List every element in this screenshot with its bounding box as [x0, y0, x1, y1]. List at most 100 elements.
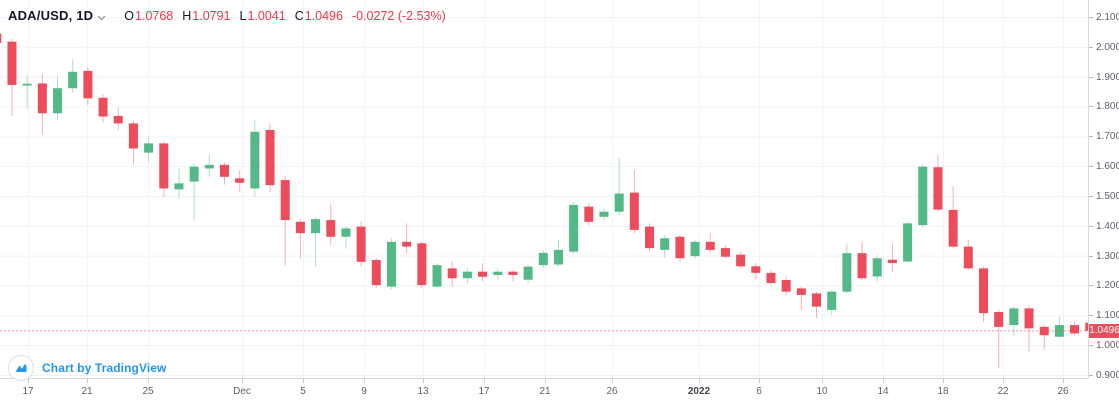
time-tick-mark: [303, 379, 304, 383]
candles-layer: [0, 33, 1088, 369]
candle: [311, 219, 321, 234]
price-tick-mark: [1089, 315, 1093, 317]
candle: [128, 123, 138, 149]
candle: [447, 268, 457, 279]
price-tick-label: 1.6000: [1089, 161, 1119, 172]
candle: [113, 115, 123, 124]
price-tick-mark: [1089, 166, 1093, 168]
candle: [295, 221, 305, 234]
ohlc-pair: H1.0791: [182, 8, 231, 23]
candle: [994, 311, 1004, 327]
price-tick-label: 1.7000: [1089, 131, 1119, 142]
time-tick-mark: [759, 379, 760, 383]
candle: [280, 180, 290, 221]
candle: [0, 33, 2, 43]
candle: [963, 246, 973, 269]
price-tick-mark: [1089, 225, 1093, 227]
price-tick-label: 2.1000: [1089, 12, 1119, 23]
candle: [341, 228, 351, 237]
candle: [1024, 308, 1034, 329]
candle: [842, 253, 852, 292]
candle: [462, 271, 472, 279]
symbol-title-label: ADA/USD, 1D: [8, 8, 94, 23]
candle: [478, 271, 488, 277]
price-tick-mark: [1089, 285, 1093, 287]
price-tick-label: 1.8000: [1089, 101, 1119, 112]
ohlc-pair: C1.0496: [294, 8, 343, 23]
chart-legend: ADA/USD, 1D O1.0768 H1.0791 L1.0041 C1.0496…: [8, 7, 446, 24]
candle: [948, 209, 958, 247]
candle: [781, 280, 791, 292]
price-tick-mark: [1089, 255, 1093, 257]
candle: [918, 166, 928, 226]
candle: [523, 266, 533, 280]
time-tick-mark: [87, 379, 88, 383]
attribution-link[interactable]: Chart by TradingView: [8, 355, 166, 381]
candle: [796, 288, 806, 295]
time-tick-mark: [699, 379, 700, 383]
time-tick-label: 17: [22, 386, 34, 397]
price-tick-mark: [1089, 46, 1093, 48]
candle: [751, 266, 761, 273]
price-tick-label: 1.5000: [1089, 191, 1119, 202]
symbol-title[interactable]: ADA/USD, 1D: [8, 7, 106, 24]
candle: [37, 83, 47, 114]
price-tick-label: 1.2000: [1089, 280, 1119, 291]
price-tick-label: 1.1000: [1089, 310, 1119, 321]
change-value: -0.0272 (-2.53%): [351, 8, 446, 23]
candle: [159, 143, 169, 189]
price-tick-mark: [1089, 195, 1093, 197]
candle: [144, 143, 154, 153]
candle: [766, 272, 776, 284]
candle: [417, 243, 427, 286]
candle: [614, 193, 624, 212]
candle: [235, 178, 245, 183]
price-tick-mark: [1089, 374, 1093, 376]
time-tick-mark: [364, 379, 365, 383]
chevron-down-icon[interactable]: [97, 9, 106, 24]
time-tick-label: 14: [877, 386, 889, 397]
candle: [402, 241, 412, 247]
price-tick-mark: [1089, 136, 1093, 138]
price-tick-label: 1.4000: [1089, 221, 1119, 232]
candle: [720, 248, 730, 257]
time-tick-mark: [28, 379, 29, 383]
candle: [189, 166, 199, 182]
candle: [675, 236, 685, 259]
last-price-badge: 1.0496: [1089, 323, 1119, 338]
time-tick-mark: [242, 379, 243, 383]
candle: [53, 88, 63, 114]
time-tick-mark: [148, 379, 149, 383]
time-tick-label: 25: [142, 386, 154, 397]
candle: [827, 291, 837, 310]
time-tick-label: 10: [816, 386, 828, 397]
candle: [553, 249, 563, 265]
price-tick-label: 1.9000: [1089, 72, 1119, 83]
ohlc-pair: L1.0041: [239, 8, 286, 23]
candle: [629, 192, 639, 230]
candle: [356, 226, 366, 262]
candle: [645, 226, 655, 249]
candle: [690, 241, 700, 257]
ohlc-pair: O1.0768: [124, 8, 174, 23]
time-tick-label: Dec: [233, 386, 251, 397]
candle: [599, 211, 609, 217]
time-tick-label: 17: [478, 386, 490, 397]
time-tick-label: 5: [300, 386, 306, 397]
price-tick-mark: [1089, 17, 1093, 18]
candle: [538, 252, 548, 266]
axis-corner: [1088, 378, 1119, 405]
candle: [812, 293, 822, 307]
ohlc-values: O1.0768 H1.0791 L1.0041 C1.0496: [124, 9, 343, 23]
time-tick-label: 26: [606, 386, 618, 397]
time-axis[interactable]: 17 21 25 Dec 5 9 13 17 21 26 2022 6 10 14 18 22 26: [0, 378, 1119, 405]
time-tick-mark: [612, 379, 613, 383]
candle: [68, 71, 78, 89]
candle: [250, 131, 260, 189]
tradingview-logo-icon: [8, 355, 34, 381]
price-tick-label: 0.9000: [1089, 370, 1119, 381]
time-tick-label: 9: [361, 386, 367, 397]
